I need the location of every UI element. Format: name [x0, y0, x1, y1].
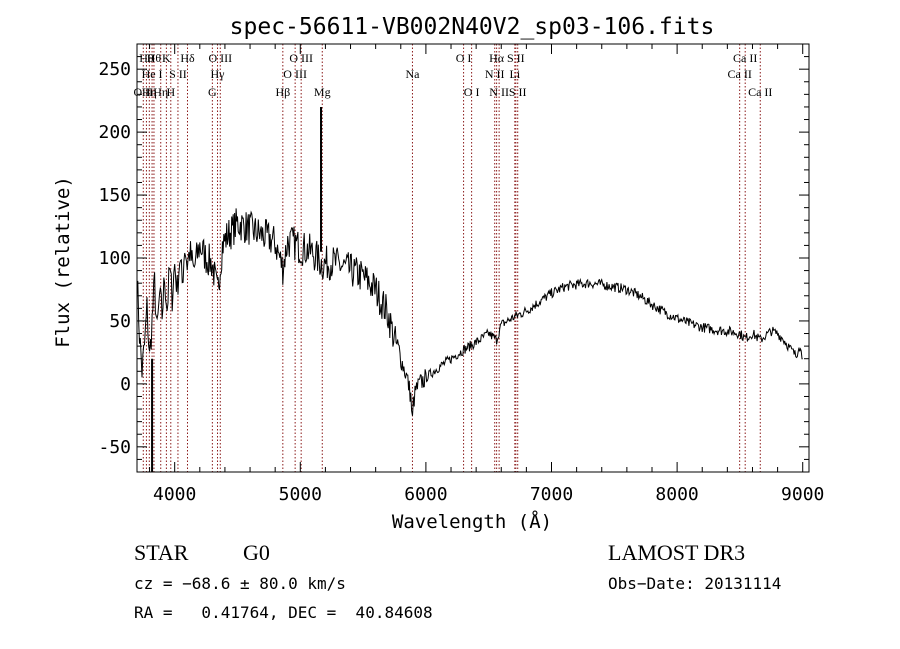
x-axis-label: Wavelength (Å): [392, 510, 552, 533]
marker-label-11: Hγ: [211, 67, 226, 81]
x-tick-label: 6000: [404, 484, 447, 505]
survey-name: LAMOST DR3: [608, 540, 746, 565]
marker-label-25: S II: [509, 85, 527, 99]
flux-series-line: [136, 208, 803, 416]
marker-label-18: O I: [456, 51, 472, 65]
marker-label-26: Ca II: [728, 67, 752, 81]
x-tick-label: 4000: [153, 484, 196, 505]
x-tick-label: 8000: [655, 484, 698, 505]
marker-label-23: Li: [509, 67, 520, 81]
marker-label-3: He I: [142, 67, 163, 81]
marker-label-12: O III: [208, 51, 232, 65]
marker-label-17: Na: [405, 67, 420, 81]
marker-label-10: G: [208, 85, 217, 99]
marker-lines: [142, 44, 761, 472]
marker-label-21: Hα: [489, 51, 505, 65]
x-tick-label: 9000: [781, 484, 824, 505]
object-type: STAR: [134, 540, 189, 565]
marker-label-1: Hθ: [139, 51, 154, 65]
marker-label-14: O III: [283, 67, 307, 81]
marker-label-4: Hθ: [147, 51, 162, 65]
marker-label-6: K: [162, 51, 171, 65]
y-tick-label: 250: [98, 59, 131, 80]
marker-label-24: S II: [507, 51, 525, 65]
marker-label-22: N II: [489, 85, 509, 99]
observation-date: Obs−Date: 20131114: [608, 574, 782, 593]
x-axis-ticks: 4000 5000 6000 7000 8000 9000: [149, 44, 824, 505]
y-tick-label: 0: [120, 374, 131, 395]
chart-title: spec-56611-VB002N40V2_sp03-106.fits: [230, 14, 715, 40]
y-tick-label: 150: [98, 185, 131, 206]
y-tick-label: 100: [98, 248, 131, 269]
plot-frame: [136, 43, 810, 473]
marker-label-27: Ca II: [733, 51, 757, 65]
marker-label-7: H: [166, 85, 175, 99]
redshift-cz: cz = −68.6 ± 80.0 km/s: [134, 574, 346, 593]
ra-dec: RA = 0.41764, DEC = 40.84608: [134, 603, 433, 622]
x-tick-label: 7000: [530, 484, 573, 505]
marker-label-16: Mg: [314, 85, 331, 99]
y-tick-label: 50: [109, 311, 131, 332]
x-tick-label: 5000: [279, 484, 322, 505]
marker-label-2: Hη: [142, 85, 157, 99]
y-axis-ticks: -50 0 50 100 150 200 250: [98, 56, 809, 460]
marker-labels: O II Hθ Hη He I Hθ Hη K H S II Hδ G Hγ O III Hβ O III O…: [133, 51, 772, 99]
marker-label-5: Hη: [153, 85, 168, 99]
marker-label-0: O II: [133, 85, 153, 99]
marker-label-20: N II: [485, 67, 505, 81]
y-axis-label: Flux (relative): [52, 176, 74, 348]
marker-label-9: Hδ: [180, 51, 195, 65]
y-tick-label: 200: [98, 122, 131, 143]
marker-label-8: S II: [169, 67, 187, 81]
y-tick-label: -50: [98, 437, 131, 458]
marker-label-28: Ca II: [748, 85, 772, 99]
marker-label-15: O III: [289, 51, 313, 65]
marker-label-13: Hβ: [275, 85, 290, 99]
subclass: G0: [243, 540, 270, 565]
marker-label-19: O I: [464, 85, 480, 99]
